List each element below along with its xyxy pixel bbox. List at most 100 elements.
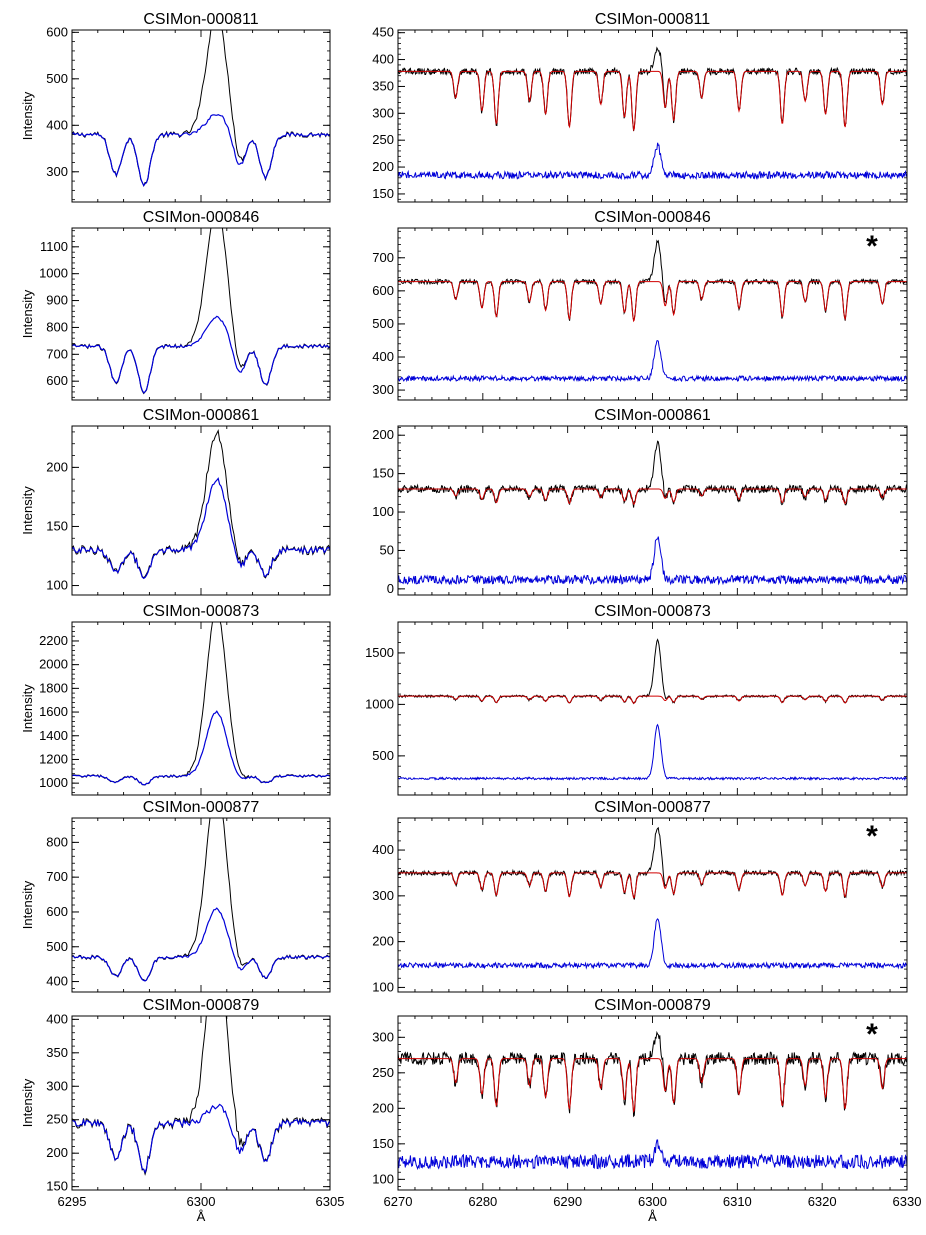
y-tick-label: 2000 bbox=[39, 657, 68, 672]
y-tick-label: 700 bbox=[46, 346, 68, 361]
y-tick-label: 400 bbox=[46, 974, 68, 989]
panel-title: CSIMon-000879 bbox=[594, 997, 711, 1014]
y-tick-label: 250 bbox=[372, 132, 394, 147]
x-tick-label: 6295 bbox=[58, 1194, 87, 1209]
y-tick-label: 50 bbox=[380, 542, 394, 557]
y-tick-label: 200 bbox=[372, 427, 394, 442]
observed-spectrum-line bbox=[72, 30, 330, 187]
panel-title: CSIMon-000861 bbox=[594, 407, 711, 424]
panel-zoom-1: CSIMon-000846 600 700 800 900 1000 1100 Intensi… bbox=[20, 209, 331, 401]
y-tick-label: 600 bbox=[372, 283, 394, 298]
x-tick-label: 6300 bbox=[187, 1194, 216, 1209]
residual-spectrum-line bbox=[398, 536, 907, 586]
observed-spectrum-line bbox=[72, 622, 330, 786]
panel-frame bbox=[397, 1015, 908, 1191]
x-tick-label: 6280 bbox=[468, 1194, 497, 1209]
y-tick-label: 350 bbox=[372, 78, 394, 93]
y-tick-label: 500 bbox=[46, 71, 68, 86]
panel-title: CSIMon-000846 bbox=[594, 209, 711, 226]
panel-title: CSIMon-000846 bbox=[143, 209, 260, 226]
y-tick-label: 300 bbox=[372, 1029, 394, 1044]
panel-wide-0: CSIMon-000811 150 200 250 300 350 400 450 bbox=[372, 11, 908, 203]
panel-wide-2: CSIMon-000861 0 50 100 150 200 bbox=[372, 407, 908, 596]
star-marker: * bbox=[866, 230, 878, 263]
panel-title: CSIMon-000877 bbox=[143, 799, 260, 816]
panel-title: CSIMon-000873 bbox=[594, 603, 711, 620]
observed-spectrum-line bbox=[398, 826, 907, 900]
panel-title: CSIMon-000811 bbox=[143, 11, 258, 28]
panel-frame bbox=[71, 29, 331, 203]
y-tick-label: 100 bbox=[46, 578, 68, 593]
y-tick-label: 1200 bbox=[39, 751, 68, 766]
y-tick-label: 600 bbox=[46, 24, 68, 39]
star-marker: * bbox=[866, 1018, 878, 1051]
y-tick-label: 1100 bbox=[40, 239, 68, 254]
y-tick-label: 1000 bbox=[39, 266, 68, 281]
panel-zoom-4: CSIMon-000877 400 500 600 700 800 Intensity bbox=[20, 799, 331, 993]
residual-spectrum-line bbox=[398, 918, 907, 970]
model-spectrum-line bbox=[398, 488, 907, 505]
star-marker: * bbox=[866, 820, 878, 853]
y-tick-label: 500 bbox=[372, 748, 394, 763]
y-tick-label: 900 bbox=[46, 293, 68, 308]
subtracted-spectrum-line bbox=[72, 710, 330, 786]
y-tick-label: 100 bbox=[372, 1171, 394, 1186]
panel-title: CSIMon-000861 bbox=[143, 407, 260, 424]
panel-frame bbox=[71, 817, 331, 993]
panel-wide-5: CSIMon-000879 100 150 200 250 300 6270 6280 6290… bbox=[372, 997, 921, 1224]
y-tick-label: 100 bbox=[372, 979, 394, 994]
y-tick-label: 400 bbox=[372, 52, 394, 67]
y-axis-label: Intensity bbox=[20, 91, 35, 140]
y-tick-label: 300 bbox=[372, 105, 394, 120]
y-tick-label: 200 bbox=[46, 459, 68, 474]
observed-spectrum-line bbox=[398, 1030, 907, 1118]
y-tick-label: 500 bbox=[372, 316, 394, 331]
panel-frame bbox=[397, 425, 908, 596]
x-axis-label: Å bbox=[648, 1209, 657, 1224]
panel-zoom-5: CSIMon-000879 150 200 250 300 350 400 6295 6300 6… bbox=[20, 997, 344, 1224]
y-tick-label: 1000 bbox=[39, 775, 68, 790]
observed-spectrum-line bbox=[398, 440, 907, 508]
y-tick-label: 400 bbox=[46, 117, 68, 132]
y-tick-label: 400 bbox=[372, 349, 394, 364]
y-axis-label: Intensity bbox=[20, 1078, 35, 1127]
y-tick-label: 300 bbox=[46, 164, 68, 179]
model-spectrum-line bbox=[398, 872, 907, 899]
y-tick-label: 1400 bbox=[39, 728, 68, 743]
x-axis-label: Å bbox=[197, 1209, 206, 1224]
panel-zoom-0: CSIMon-000811 300 400 500 600 Intensity bbox=[20, 11, 331, 203]
observed-spectrum-line bbox=[72, 429, 330, 579]
panel-title: CSIMon-000879 bbox=[143, 997, 260, 1014]
y-axis-label: Intensity bbox=[20, 289, 35, 338]
y-axis-label: Intensity bbox=[20, 684, 35, 733]
x-tick-label: 6310 bbox=[723, 1194, 752, 1209]
model-spectrum-line bbox=[398, 70, 907, 132]
x-tick-label: 6320 bbox=[808, 1194, 837, 1209]
x-tick-label: 6300 bbox=[638, 1194, 667, 1209]
y-tick-label: 250 bbox=[46, 1112, 68, 1127]
y-tick-label: 150 bbox=[372, 1136, 394, 1151]
residual-spectrum-line bbox=[398, 142, 907, 181]
x-tick-label: 6290 bbox=[553, 1194, 582, 1209]
panel-frame bbox=[71, 1015, 331, 1191]
panel-wide-4: CSIMon-000877 100 200 300 400 * bbox=[372, 799, 908, 994]
x-tick-label: 6270 bbox=[384, 1194, 413, 1209]
panel-zoom-2: CSIMon-000861 100 150 200 Intensity bbox=[20, 407, 331, 596]
panel-frame bbox=[71, 227, 331, 401]
y-axis-label: Intensity bbox=[20, 486, 35, 535]
panel-title: CSIMon-000873 bbox=[143, 603, 260, 620]
panel-frame bbox=[397, 817, 908, 993]
y-tick-label: 200 bbox=[372, 1100, 394, 1115]
y-tick-label: 400 bbox=[372, 842, 394, 857]
y-tick-label: 400 bbox=[46, 1011, 68, 1026]
panel-wide-3: CSIMon-000873 500 1000 1500 bbox=[365, 603, 908, 796]
y-tick-label: 0 bbox=[387, 581, 394, 596]
subtracted-spectrum-line bbox=[72, 477, 330, 580]
model-spectrum-line bbox=[398, 695, 907, 704]
x-tick-label: 6330 bbox=[893, 1194, 922, 1209]
panel-title: CSIMon-000811 bbox=[595, 11, 710, 28]
y-axis-label: Intensity bbox=[20, 880, 35, 929]
y-tick-label: 200 bbox=[46, 1145, 68, 1160]
y-tick-label: 1500 bbox=[365, 645, 394, 660]
